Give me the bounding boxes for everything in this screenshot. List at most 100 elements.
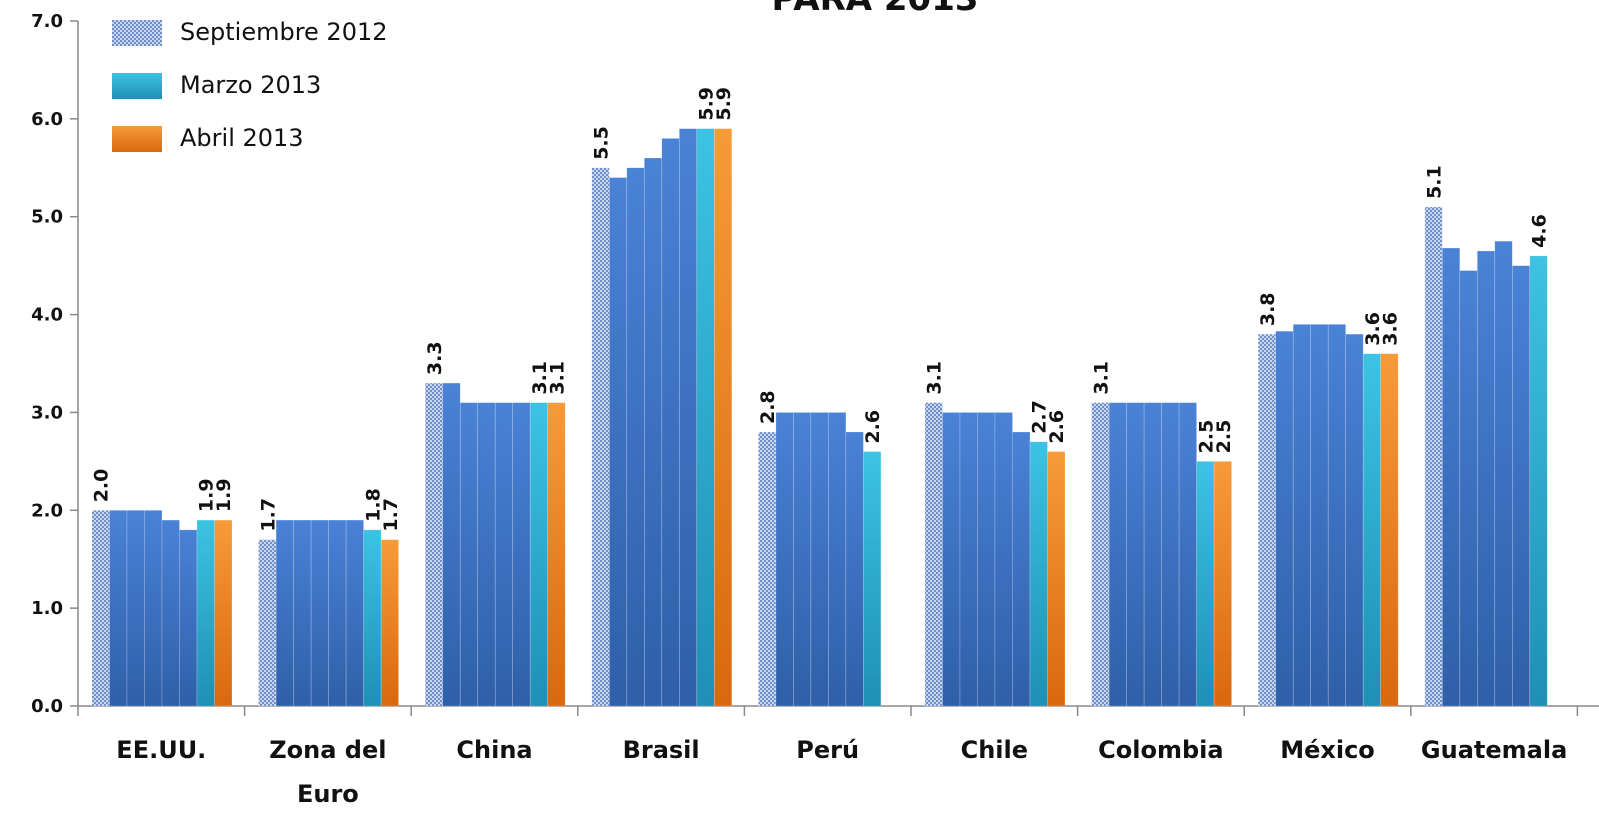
bar-marzo-2013 [529,402,549,707]
data-label: 3.6 [1379,312,1401,346]
bar-abril-2013 [214,519,233,707]
bar-octubre-2012 [1108,402,1127,707]
bar-noviembre-2012 [293,519,312,707]
data-label: 2.8 [757,390,779,424]
y-tick-label: 5.0 [31,207,63,228]
chart-title: PARA 2013 [771,0,978,19]
legend: Septiembre 2012 Marzo 2013 Abril 2013 [112,18,388,152]
data-label: 3.1 [529,361,551,395]
data-label: 2.6 [1046,410,1068,444]
bar-diciembre-2012 [643,157,663,707]
y-tick-label: 1.0 [31,598,63,619]
y-tick-label: 0.0 [31,696,63,717]
legend-swatch [112,126,162,152]
data-label: 3.1 [924,361,946,395]
bar-diciembre-2012 [1477,250,1496,707]
bar-enero-2013 [828,412,847,707]
data-label: 4.6 [1529,214,1551,248]
bar-octubre-2012 [942,412,961,707]
bar-enero-2013 [1327,324,1346,707]
category-label: Brasil [623,736,700,764]
category-label: Guatemala [1421,736,1567,764]
bar-enero-2013 [994,412,1013,707]
bar-octubre-2012 [1442,247,1461,707]
bar-septiembre-2012 [1257,333,1276,707]
category-label: Chile [961,736,1028,764]
data-label: 2.5 [1195,420,1217,454]
bar-septiembre-2012 [91,509,110,707]
category-label: Colombia [1098,736,1223,764]
bar-octubre-2012 [442,382,461,707]
category-label: México [1280,736,1375,764]
bar-octubre-2012 [608,177,628,707]
bar-septiembre-2012 [758,431,777,707]
data-label: 1.8 [362,488,384,522]
bar-febrero-2013 [345,519,364,707]
bar-octubre-2012 [1275,330,1294,707]
data-label: 5.9 [696,87,718,121]
bar-octubre-2012 [275,519,294,707]
bar-septiembre-2012 [1091,402,1110,707]
bar-febrero-2013 [1012,431,1031,707]
data-label: 2.7 [1029,400,1051,434]
bar-octubre-2012 [109,509,128,707]
bar-febrero-2013 [1345,333,1364,707]
legend-label: Abril 2013 [180,124,304,152]
data-label: 1.9 [196,478,218,512]
data-label: 3.1 [546,361,568,395]
data-label: 1.7 [257,498,279,532]
y-tick-label: 2.0 [31,500,63,521]
bar-marzo-2013 [363,529,382,707]
legend-label: Septiembre 2012 [180,18,388,46]
bar-febrero-2013 [1512,265,1531,707]
data-label: 2.6 [862,410,884,444]
bar-enero-2013 [328,519,347,707]
bar-noviembre-2012 [1459,270,1478,707]
bar-diciembre-2012 [477,402,496,707]
bar-noviembre-2012 [1292,324,1311,707]
y-tick-label: 7.0 [31,11,63,32]
bar-abril-2013 [1213,461,1232,707]
data-label: 2.0 [91,469,113,503]
category-label: Zona del [269,736,386,764]
bar-febrero-2013 [512,402,531,707]
bar-septiembre-2012 [424,382,444,707]
bar-diciembre-2012 [1310,324,1329,707]
bar-marzo-2013 [1529,255,1548,707]
bar-enero-2013 [1161,402,1180,707]
bar-noviembre-2012 [459,402,479,707]
plot-area: 0.0 1.0 2.0 3.0 4.0 5.0 6.0 7.0 2.0 1.91.9 EE.UU. 1… [31,11,1599,808]
category-label: Perú [796,736,859,764]
category-label: Euro [297,780,359,808]
bar-noviembre-2012 [626,167,645,707]
bar-diciembre-2012 [977,412,996,707]
bar-marzo-2013 [196,519,215,707]
bar-enero-2013 [1494,240,1513,707]
data-label: 3.3 [424,341,446,375]
y-tick-label: 3.0 [31,402,63,423]
bar-noviembre-2012 [959,412,978,707]
bar-octubre-2012 [775,412,794,707]
bar-abril-2013 [1380,353,1399,707]
y-tick-label: 4.0 [31,305,63,326]
bar-abril-2013 [547,402,566,707]
data-label: 3.6 [1362,312,1384,346]
data-label: 1.7 [380,498,402,532]
bar-diciembre-2012 [810,412,829,707]
data-label: 5.9 [713,87,735,121]
bar-marzo-2013 [863,451,882,707]
bar-enero-2013 [661,138,680,707]
data-label: 1.9 [213,478,235,512]
bar-septiembre-2012 [1424,206,1443,707]
bar-septiembre-2012 [591,167,610,707]
bar-septiembre-2012 [924,402,943,707]
bar-enero-2013 [494,402,514,707]
data-label: 5.5 [591,126,613,160]
bar-abril-2013 [1047,451,1066,707]
bar-noviembre-2012 [793,412,812,707]
legend-swatch [112,73,162,99]
bar-noviembre-2012 [1126,402,1145,707]
bar-enero-2013 [161,519,180,707]
